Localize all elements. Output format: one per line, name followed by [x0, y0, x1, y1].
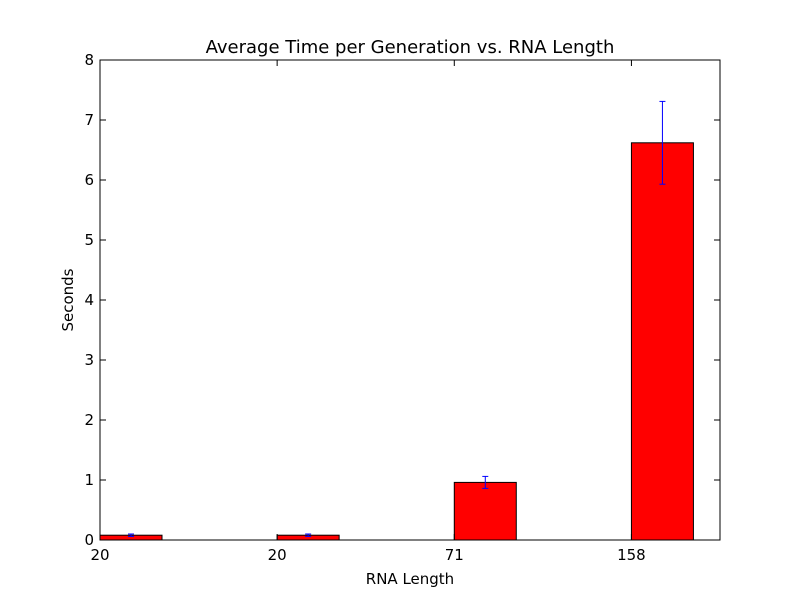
bar-3 — [630, 142, 694, 541]
bars-layer — [99, 142, 694, 541]
x-tick-label-1: 20 — [268, 546, 287, 564]
x-tick-label-3: 158 — [617, 546, 646, 564]
y-tick-label-2: 2 — [84, 411, 94, 429]
y-tick-label-7: 7 — [84, 111, 94, 129]
y-tick-label-3: 3 — [84, 351, 94, 369]
chart-title: Average Time per Generation vs. RNA Leng… — [206, 37, 615, 58]
y-tick-label-4: 4 — [84, 291, 94, 309]
y-tick-label-5: 5 — [84, 231, 94, 249]
y-tick-label-6: 6 — [84, 171, 94, 189]
axes-layer: 0 1 2 3 4 5 6 7 8 20 20 71 158 — [84, 51, 721, 564]
y-tick-label-0: 0 — [84, 531, 94, 549]
error-bars-layer — [128, 100, 666, 537]
x-tick-label-2: 71 — [445, 546, 464, 564]
plot-frame — [99, 59, 721, 541]
y-axis-label: Seconds — [59, 268, 77, 331]
bar-2 — [453, 481, 517, 541]
y-tick-label-8: 8 — [84, 51, 94, 69]
y-tick-label-1: 1 — [84, 471, 94, 489]
x-tick-label-0: 20 — [90, 546, 109, 564]
x-axis-label: RNA Length — [366, 570, 454, 588]
